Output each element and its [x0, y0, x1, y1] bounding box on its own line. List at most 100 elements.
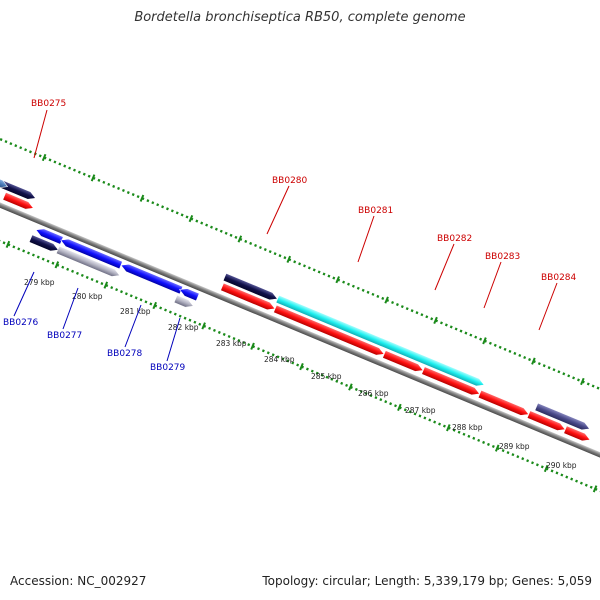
gene-red-arrow[interactable]	[421, 366, 482, 398]
gene-label-forward[interactable]: BB0284	[541, 273, 577, 283]
inner-minor-tick	[51, 261, 55, 265]
inner-major-tick	[103, 281, 109, 289]
outer-minor-tick	[327, 274, 331, 278]
inner-minor-tick	[149, 302, 153, 306]
inner-minor-tick	[584, 483, 588, 487]
inner-minor-tick	[281, 357, 285, 361]
inner-minor-tick	[320, 373, 324, 377]
outer-minor-tick	[170, 209, 174, 213]
outer-minor-tick	[449, 325, 453, 329]
outer-minor-tick	[562, 372, 566, 376]
gene-label-reverse[interactable]: BB0278	[107, 349, 143, 359]
inner-minor-tick	[41, 257, 45, 261]
outer-major-tick	[531, 357, 536, 365]
inner-minor-tick	[144, 300, 148, 304]
gene-red-arrow[interactable]	[477, 389, 530, 418]
inner-minor-tick	[570, 477, 574, 481]
inner-minor-tick	[550, 469, 554, 473]
outer-minor-tick	[508, 349, 512, 353]
scale-label: 288 kbp	[452, 423, 483, 432]
gene-label-reverse[interactable]: BB0277	[47, 331, 82, 341]
scale-label: 286 kbp	[358, 389, 389, 398]
gene-label-forward[interactable]: BB0275	[31, 99, 66, 109]
outer-minor-tick	[126, 191, 130, 195]
inner-minor-tick	[501, 449, 505, 453]
gene-red-arrow[interactable]	[526, 410, 567, 434]
inner-minor-tick	[90, 277, 94, 282]
inner-major-tick	[5, 240, 11, 249]
inner-minor-tick	[75, 271, 79, 275]
inner-minor-tick	[413, 412, 417, 416]
inner-minor-tick	[359, 389, 363, 394]
outer-minor-tick	[19, 146, 23, 150]
scale-label: 284 kbp	[264, 355, 295, 364]
inner-minor-tick	[291, 361, 295, 365]
accession-text: Accession: NC_002927	[10, 574, 147, 588]
gene-label-forward[interactable]: BB0282	[437, 234, 472, 244]
outer-minor-tick	[537, 362, 541, 366]
gene-red-arrow[interactable]	[563, 425, 592, 444]
inner-minor-tick	[2, 241, 6, 245]
genome-title: Bordetella bronchiseptica RB50, complete…	[134, 10, 466, 25]
gene-red-arrow[interactable]	[273, 304, 385, 358]
gene-label-forward[interactable]: BB0280	[272, 176, 308, 186]
gene-red-arrow[interactable]	[2, 191, 35, 212]
outer-minor-tick	[576, 378, 580, 382]
gene-steel-arrow[interactable]	[0, 173, 9, 190]
scale-label: 289 kbp	[499, 442, 530, 451]
scale-label: 280 kbp	[72, 292, 103, 301]
outer-major-tick	[90, 174, 96, 182]
outer-major-tick	[237, 235, 243, 243]
outer-minor-tick	[439, 321, 443, 325]
gene-bb0280-arrow[interactable]	[222, 272, 279, 302]
outer-minor-tick	[361, 288, 365, 292]
inner-minor-tick	[124, 292, 128, 296]
gene-red-arrow[interactable]	[382, 350, 425, 374]
scale-label: 287 kbp	[405, 406, 436, 415]
outer-major-tick	[188, 214, 194, 223]
outer-minor-tick	[493, 343, 497, 347]
gene-blue-arrow[interactable]	[59, 236, 123, 270]
inner-minor-tick	[540, 465, 544, 469]
outer-minor-tick	[479, 337, 483, 341]
outer-minor-tick	[63, 164, 67, 168]
gene-blue-arrow[interactable]	[35, 226, 64, 245]
gene-label-reverse[interactable]: BB0279	[150, 363, 186, 373]
inner-minor-tick	[345, 383, 349, 387]
outer-minor-tick	[136, 195, 140, 199]
label-leader-line	[357, 215, 375, 263]
gene-bb0281-arrow[interactable]	[275, 294, 486, 388]
inner-minor-tick	[242, 341, 246, 345]
inner-minor-tick	[0, 239, 1, 243]
outer-minor-tick	[405, 307, 409, 311]
gene-bb0276-arrow[interactable]	[28, 234, 60, 254]
outer-minor-tick	[258, 245, 262, 250]
inner-minor-tick	[511, 453, 515, 457]
outer-minor-tick	[454, 327, 458, 331]
gene-bb0278-arrow[interactable]	[119, 262, 184, 295]
outer-minor-tick	[214, 227, 218, 231]
outer-minor-tick	[332, 276, 336, 280]
inner-minor-tick	[354, 387, 358, 391]
outer-minor-tick	[73, 168, 76, 172]
outer-minor-tick	[28, 150, 32, 154]
outer-minor-tick	[146, 199, 150, 203]
inner-minor-tick	[389, 402, 393, 406]
inner-minor-tick	[335, 379, 339, 383]
inner-minor-tick	[374, 396, 378, 400]
outer-minor-tick	[112, 184, 116, 188]
inner-minor-tick	[261, 349, 265, 353]
gene-label-reverse[interactable]: BB0276	[3, 318, 39, 328]
outer-minor-tick	[161, 205, 165, 209]
gene-label-forward[interactable]: BB0283	[485, 252, 520, 262]
gene-blue-arrow[interactable]	[178, 286, 200, 302]
gene-bb0279-arrow[interactable]	[173, 294, 195, 310]
outer-minor-tick	[518, 353, 522, 358]
outer-minor-tick	[9, 142, 13, 146]
gene-bb0284-arrow[interactable]	[534, 402, 591, 433]
outer-minor-tick	[425, 315, 429, 319]
gene-bb0277-arrow[interactable]	[55, 245, 121, 279]
gene-label-forward[interactable]: BB0281	[358, 206, 393, 216]
outer-minor-tick	[557, 370, 561, 374]
gene-red-arrow[interactable]	[220, 282, 277, 312]
